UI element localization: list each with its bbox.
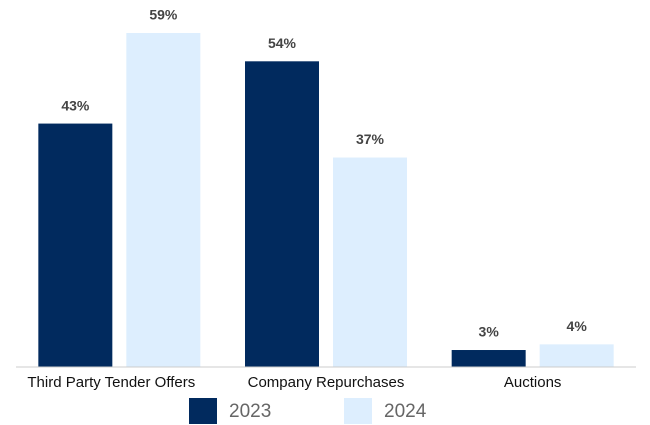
category-label: Auctions xyxy=(504,374,562,391)
legend-label: 2023 xyxy=(229,401,271,422)
legend-swatch xyxy=(189,398,217,424)
bar xyxy=(539,344,614,367)
value-label: 43% xyxy=(61,97,90,113)
bar xyxy=(245,61,319,367)
value-label: 37% xyxy=(356,131,385,147)
bar xyxy=(333,157,407,367)
legend-swatch xyxy=(344,398,372,424)
bar xyxy=(126,33,201,367)
legend-label: 2024 xyxy=(384,401,427,422)
value-label: 59% xyxy=(149,7,178,23)
category-label: Third Party Tender Offers xyxy=(27,374,195,391)
value-label: 54% xyxy=(268,35,297,51)
bar xyxy=(451,350,526,367)
value-label: 4% xyxy=(567,318,588,334)
value-label: 3% xyxy=(479,324,500,340)
category-label: Company Repurchases xyxy=(248,374,405,391)
bar xyxy=(38,123,113,368)
